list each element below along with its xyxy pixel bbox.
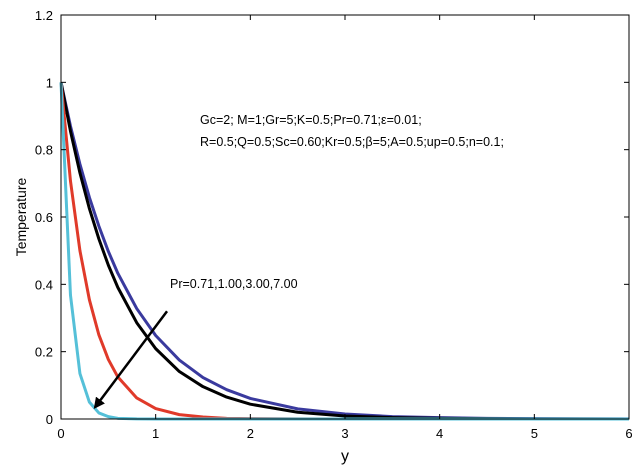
series-line-1	[59, 82, 630, 421]
x-tick-label: 4	[436, 426, 443, 441]
y-tick-label: 1.2	[35, 8, 53, 23]
x-axis-label: y	[341, 448, 349, 465]
x-tick-label: 0	[57, 426, 64, 441]
y-axis-label: Temperature	[13, 177, 29, 256]
y-tick-label: 1	[46, 75, 53, 90]
series-line-2	[59, 82, 630, 421]
x-tick-label: 2	[247, 426, 254, 441]
x-tick-label: 3	[341, 426, 348, 441]
y-tick-label: 0	[46, 412, 53, 427]
y-tick-label: 0.2	[35, 345, 53, 360]
x-tick-label: 5	[531, 426, 538, 441]
pr-arrow	[93, 310, 169, 410]
series-layer	[59, 82, 630, 421]
y-tick-label: 0.8	[35, 143, 53, 158]
plot-frame	[60, 14, 630, 420]
x-tick-label: 1	[152, 426, 159, 441]
series-line-4	[59, 82, 629, 421]
y-tick-label: 0.6	[35, 210, 53, 225]
pr-arrow-label: Pr=0.71,1.00,3.00,7.00	[170, 277, 298, 291]
axis-layer: 0 1 2 3 4 5 6 0 0.2 0.4 0.6 0.8 1 1.2	[35, 8, 633, 441]
params-annotation-line1: Gc=2; M=1;Gr=5;K=0.5;Pr=0.71;ε=0.01;	[200, 113, 422, 127]
params-annotation-line2: R=0.5;Q=0.5;Sc=0.60;Kr=0.5;β=5;A=0.5;up=…	[200, 135, 504, 149]
y-tick-label: 0.4	[35, 277, 53, 292]
x-tick-label: 6	[625, 426, 632, 441]
series-line-3	[59, 82, 629, 421]
